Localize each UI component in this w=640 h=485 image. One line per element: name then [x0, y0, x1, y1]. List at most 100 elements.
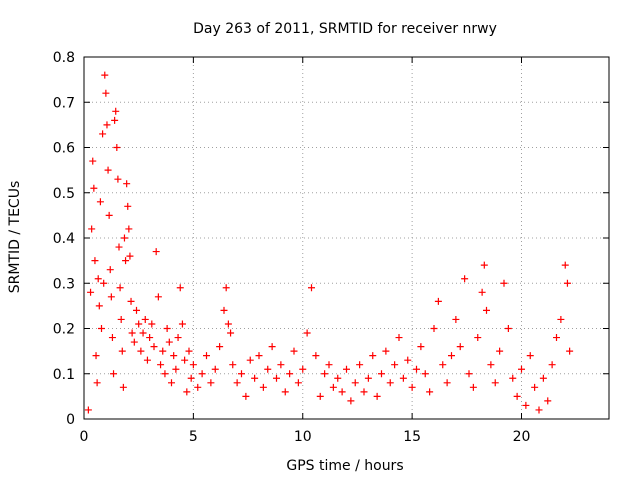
data-point	[216, 343, 224, 351]
y-tick-label: 0.7	[53, 95, 75, 111]
data-point	[99, 130, 107, 138]
data-point	[522, 401, 530, 409]
data-point	[154, 293, 162, 301]
data-point	[325, 361, 333, 369]
data-point	[91, 257, 99, 265]
data-point	[128, 329, 136, 337]
data-point	[273, 374, 280, 382]
axis-ticks: 0 0.1 0.2 0.3 0.4 0.5 0.6 0.7 0.8 0 5 10 15 20	[53, 50, 609, 445]
data-point	[135, 320, 143, 328]
data-point	[312, 352, 320, 360]
data-point	[461, 275, 469, 283]
data-point	[88, 225, 96, 233]
data-point	[504, 325, 512, 332]
data-point	[426, 388, 434, 396]
data-point	[222, 284, 230, 292]
data-point	[563, 279, 571, 287]
data-point	[106, 266, 114, 274]
data-point	[118, 347, 126, 355]
data-point	[548, 361, 556, 369]
data-point	[146, 334, 154, 342]
y-tick-label: 0.1	[53, 367, 75, 383]
data-point	[189, 361, 197, 369]
data-point	[500, 279, 508, 287]
x-tick-label: 0	[80, 429, 89, 445]
data-point	[399, 374, 407, 382]
data-point	[553, 334, 560, 342]
data-point	[194, 383, 202, 391]
data-point	[90, 184, 98, 192]
data-point	[185, 347, 193, 355]
data-point	[443, 379, 451, 387]
data-point	[178, 320, 186, 328]
data-point	[238, 370, 245, 378]
data-point	[104, 166, 112, 174]
data-point	[360, 388, 368, 396]
data-point	[526, 352, 534, 360]
data-point	[94, 275, 102, 283]
y-tick-label: 0.8	[53, 50, 75, 66]
data-point	[133, 306, 140, 314]
y-tick-label: 0	[66, 412, 75, 428]
data-point	[294, 379, 302, 387]
data-point	[351, 379, 359, 387]
data-point	[539, 374, 547, 382]
data-point	[89, 157, 97, 165]
data-point	[152, 248, 160, 256]
data-point	[404, 356, 412, 364]
data-point	[233, 379, 241, 387]
data-point	[448, 352, 455, 360]
data-point	[161, 370, 169, 378]
data-point	[391, 361, 399, 369]
data-point	[102, 89, 110, 97]
data-point	[176, 284, 184, 292]
data-point	[139, 329, 147, 337]
data-point	[439, 361, 447, 369]
data-point	[170, 352, 178, 360]
data-point	[386, 379, 394, 387]
data-point	[227, 329, 235, 337]
data-point	[277, 361, 285, 369]
data-point	[100, 279, 108, 287]
x-tick-label: 20	[513, 429, 531, 445]
data-point	[150, 343, 158, 351]
data-point	[480, 261, 488, 269]
data-point	[229, 361, 237, 369]
data-point	[108, 334, 116, 342]
data-point	[187, 374, 195, 382]
data-point	[211, 365, 219, 373]
data-point	[430, 325, 438, 332]
data-point	[165, 338, 173, 346]
chart-title: Day 263 of 2011, SRMTID for receiver nrw…	[193, 21, 497, 37]
data-point	[198, 370, 206, 378]
data-point	[137, 347, 145, 355]
data-point	[303, 329, 311, 337]
data-point	[114, 175, 122, 183]
data-point	[110, 370, 118, 378]
data-point	[343, 365, 350, 373]
y-tick-label: 0.3	[53, 276, 75, 292]
data-point	[93, 379, 101, 387]
y-tick-label: 0.4	[53, 231, 75, 247]
data-point	[491, 379, 499, 387]
data-point	[103, 121, 111, 129]
y-tick-label: 0.6	[53, 141, 75, 157]
data-point	[518, 365, 525, 373]
x-tick-label: 5	[189, 429, 198, 445]
data-point	[127, 297, 135, 305]
data-point	[421, 370, 429, 378]
data-point	[148, 320, 156, 328]
data-point	[408, 383, 416, 391]
data-point	[101, 71, 109, 79]
data-point	[465, 370, 473, 378]
data-point	[334, 374, 342, 382]
data-point	[122, 257, 130, 265]
data-point	[286, 370, 294, 378]
data-point	[452, 315, 460, 323]
data-point	[123, 180, 131, 188]
data-point	[535, 406, 543, 414]
data-point	[487, 361, 495, 369]
data-point	[378, 370, 385, 378]
data-point	[203, 352, 210, 360]
